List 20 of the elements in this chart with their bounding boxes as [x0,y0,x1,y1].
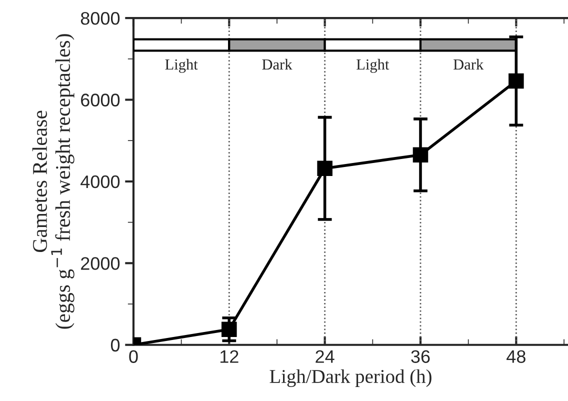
x-tick-label: 24 [316,350,334,363]
y-tick-label: 6000 [81,94,120,106]
x-tick-label: 36 [411,350,430,363]
x-tick-label: 0 [129,350,138,363]
x-tick-label: 48 [506,350,526,363]
annotation: Light [165,58,198,73]
point [508,73,524,89]
y-tick-label: 4000 [80,175,120,188]
point [412,147,428,163]
y-tick-label: 2000 [81,257,120,270]
y-axis-title: Gametes Release (eggs g$^{−1}$ fresh weight receptacles) [32,34,74,329]
point [222,322,237,337]
x-axis-title: Ligh/Dark period (h) [270,369,432,388]
y-tick-label: 0 [110,338,120,352]
y-tick-label: 8000 [80,12,120,25]
annotation: Dark [454,58,484,70]
annotation: Light [356,58,390,73]
annotation: Dark [262,58,292,70]
x-tick-label: 12 [220,350,238,363]
point [317,160,332,176]
